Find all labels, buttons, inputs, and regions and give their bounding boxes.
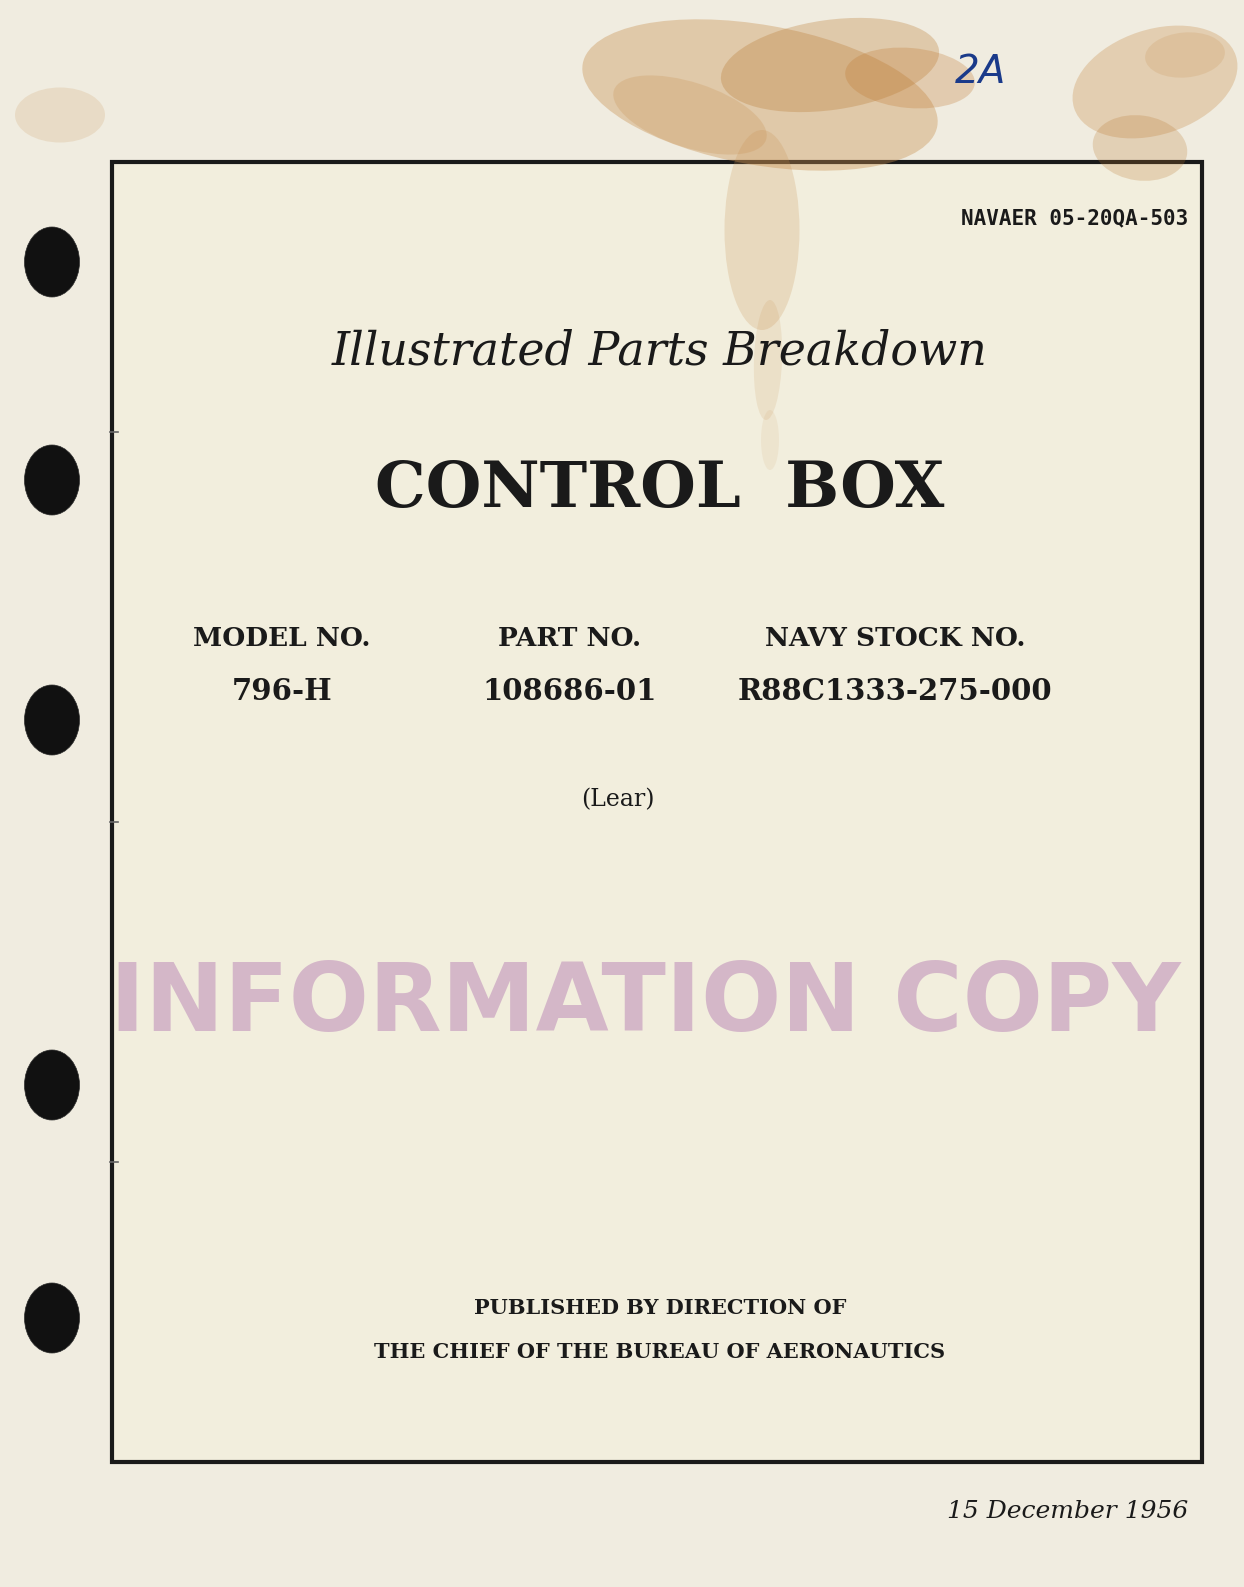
Text: 796-H: 796-H (231, 678, 332, 706)
Text: MODEL NO.: MODEL NO. (193, 625, 371, 651)
Ellipse shape (25, 444, 80, 516)
Text: PART NO.: PART NO. (499, 625, 642, 651)
Ellipse shape (25, 1051, 80, 1120)
Ellipse shape (25, 686, 80, 755)
Text: PUBLISHED BY DIRECTION OF: PUBLISHED BY DIRECTION OF (474, 1298, 846, 1317)
Ellipse shape (25, 227, 80, 297)
Ellipse shape (761, 409, 779, 470)
Text: 2A: 2A (955, 52, 1006, 90)
Text: (Lear): (Lear) (581, 789, 654, 811)
Text: NAVAER 05-20QA-503: NAVAER 05-20QA-503 (960, 208, 1188, 229)
Text: INFORMATION COPY: INFORMATION COPY (109, 959, 1181, 1051)
Text: NAVY STOCK NO.: NAVY STOCK NO. (765, 625, 1025, 651)
Text: 108686-01: 108686-01 (483, 678, 657, 706)
Ellipse shape (1146, 32, 1225, 78)
Ellipse shape (582, 19, 938, 171)
Text: R88C1333-275-000: R88C1333-275-000 (738, 678, 1052, 706)
Ellipse shape (720, 17, 939, 113)
Ellipse shape (15, 87, 104, 143)
Ellipse shape (1072, 25, 1238, 138)
Ellipse shape (25, 1282, 80, 1354)
Text: THE CHIEF OF THE BUREAU OF AERONAUTICS: THE CHIEF OF THE BUREAU OF AERONAUTICS (374, 1343, 945, 1362)
Bar (112, 162, 1202, 1462)
Ellipse shape (1092, 116, 1187, 181)
Text: Illustrated Parts Breakdown: Illustrated Parts Breakdown (332, 330, 988, 375)
Ellipse shape (845, 48, 975, 108)
Text: 15 December 1956: 15 December 1956 (947, 1500, 1188, 1524)
Ellipse shape (613, 76, 766, 154)
Ellipse shape (724, 130, 800, 330)
Text: CONTROL  BOX: CONTROL BOX (376, 460, 944, 521)
Ellipse shape (754, 300, 782, 421)
